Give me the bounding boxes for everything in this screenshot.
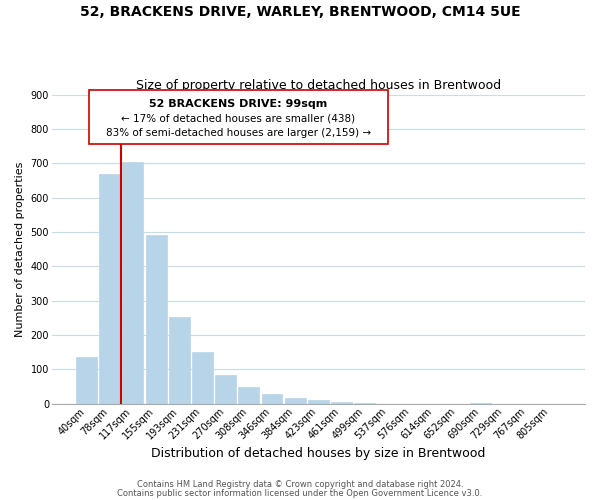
- Bar: [146, 234, 167, 404]
- Bar: [215, 374, 236, 404]
- Text: 83% of semi-detached houses are larger (2,159) →: 83% of semi-detached houses are larger (…: [106, 128, 371, 138]
- FancyBboxPatch shape: [89, 90, 388, 144]
- Text: ← 17% of detached houses are smaller (438): ← 17% of detached houses are smaller (43…: [121, 113, 356, 123]
- Bar: [331, 402, 352, 404]
- Bar: [355, 403, 375, 404]
- Bar: [99, 174, 120, 404]
- Text: Contains public sector information licensed under the Open Government Licence v3: Contains public sector information licen…: [118, 488, 482, 498]
- Bar: [308, 400, 329, 404]
- Text: 52, BRACKENS DRIVE, WARLEY, BRENTWOOD, CM14 5UE: 52, BRACKENS DRIVE, WARLEY, BRENTWOOD, C…: [80, 5, 520, 19]
- Bar: [262, 394, 283, 404]
- Title: Size of property relative to detached houses in Brentwood: Size of property relative to detached ho…: [136, 79, 501, 92]
- X-axis label: Distribution of detached houses by size in Brentwood: Distribution of detached houses by size …: [151, 447, 485, 460]
- Bar: [169, 317, 190, 404]
- Bar: [285, 398, 305, 404]
- Bar: [238, 386, 259, 404]
- Y-axis label: Number of detached properties: Number of detached properties: [15, 162, 25, 337]
- Bar: [192, 352, 213, 404]
- Bar: [76, 356, 97, 404]
- Bar: [122, 162, 143, 404]
- Bar: [470, 402, 491, 404]
- Text: Contains HM Land Registry data © Crown copyright and database right 2024.: Contains HM Land Registry data © Crown c…: [137, 480, 463, 489]
- Text: 52 BRACKENS DRIVE: 99sqm: 52 BRACKENS DRIVE: 99sqm: [149, 98, 328, 108]
